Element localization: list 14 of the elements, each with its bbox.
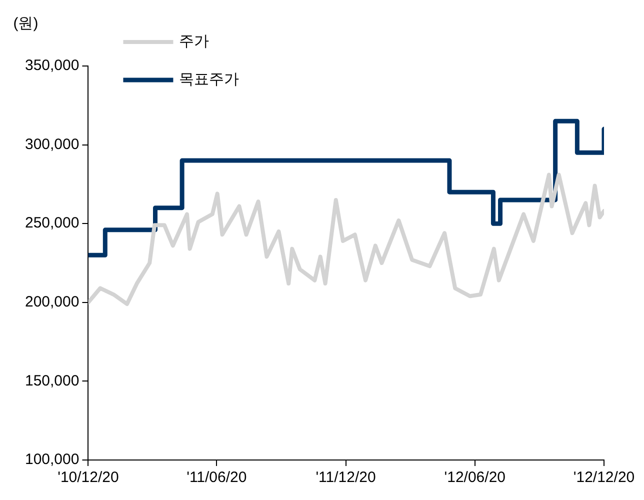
legend-label: 주가 [179,33,210,50]
x-tick-label: '11/06/20 [186,469,247,486]
legend-label: 목표주가 [179,71,240,88]
y-tick-label: 200,000 [24,294,80,311]
x-tick-label: '12/12/20 [573,469,635,486]
y-axis-title: (원) [13,15,38,32]
y-tick-label: 300,000 [24,136,80,153]
x-tick-label: '11/12/20 [316,469,376,486]
y-tick-label: 150,000 [24,372,80,390]
x-tick-label: '10/12/20 [58,469,119,486]
y-tick-label: 100,000 [24,451,80,468]
y-tick-label: 250,000 [24,214,80,232]
y-tick-label: 350,000 [24,57,80,74]
x-tick-label: '12/06/20 [444,469,506,486]
